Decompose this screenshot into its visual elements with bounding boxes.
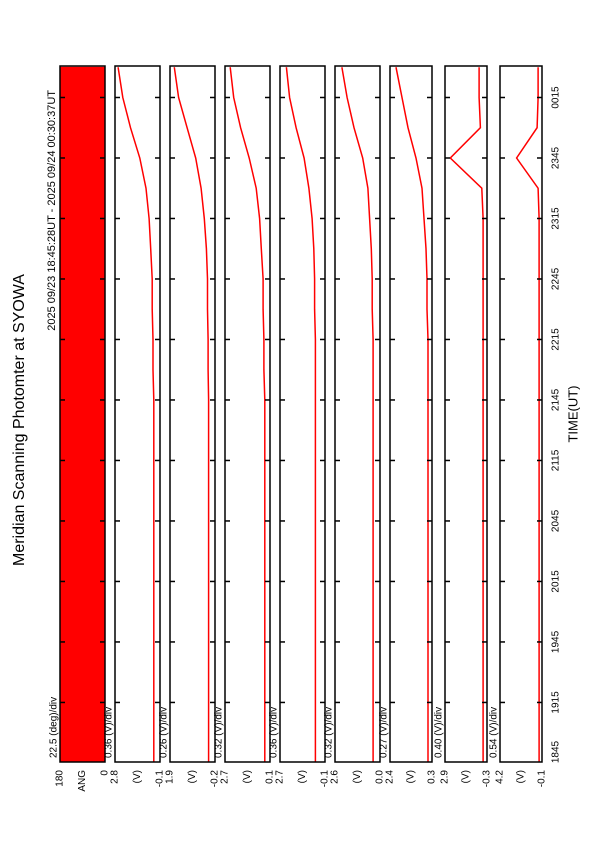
data-line (229, 67, 266, 762)
panel-frame (169, 65, 216, 763)
x-tick-label: 1845 (551, 740, 562, 763)
y-tick-label: -0.1 (537, 770, 548, 788)
data-line (395, 67, 429, 762)
y-tick-label: 1.9 (165, 770, 176, 784)
data-line (515, 67, 540, 762)
panel-frame (499, 65, 543, 763)
y-tick-label: 2.9 (440, 770, 451, 784)
y-tick-label: 2.7 (275, 770, 286, 784)
x-axis-label: TIME(UT) (565, 385, 580, 442)
data-line (341, 67, 374, 762)
x-tick-label: 2045 (551, 509, 562, 532)
scale-label: 0.32 (V)/div (324, 707, 335, 758)
scale-label: 0.36 (V)/div (104, 707, 115, 758)
panel-frame (389, 65, 433, 763)
panel-frame (114, 65, 161, 763)
x-tick-label: 1915 (551, 691, 562, 714)
x-tick-label: 2145 (551, 388, 562, 411)
data-line (449, 67, 484, 762)
y-axis-label: (V) (242, 770, 253, 783)
y-tick-label: 0.0 (375, 770, 386, 784)
x-tick-label: 2015 (551, 570, 562, 593)
x-tick-label: 2115 (551, 449, 562, 471)
scale-label: 0.40 (V)/div (434, 707, 445, 758)
y-tick-label: 2.4 (385, 770, 396, 784)
scale-label: 0.27 (V)/div (379, 707, 390, 758)
scale-label: 0.36 (V)/div (269, 707, 280, 758)
y-tick-label: 180 (55, 770, 66, 787)
y-axis-label: ANG (77, 770, 88, 792)
y-axis-label: (V) (187, 770, 198, 783)
y-axis-label: (V) (516, 770, 527, 783)
data-line (173, 67, 210, 762)
chart-title: Meridian Scanning Photomter at SYOWA (11, 274, 28, 566)
y-tick-label: 2.6 (330, 770, 341, 784)
y-tick-label: 0 (100, 770, 111, 776)
rotated-plot: Meridian Scanning Photomter at SYOWA 202… (11, 65, 580, 792)
scale-label: 0.54 (V)/div (489, 707, 500, 758)
x-tick-label: 1945 (551, 630, 562, 653)
x-tick-label: 2245 (551, 267, 562, 290)
panel-frame (279, 65, 326, 763)
y-tick-label: 0.1 (265, 770, 276, 784)
data-area (59, 66, 106, 763)
y-tick-label: 2.8 (110, 770, 121, 784)
y-axis-label: (V) (406, 770, 417, 783)
x-tick-label: 2315 (551, 207, 562, 230)
panel-frame (224, 65, 271, 763)
y-axis-label: (V) (461, 770, 472, 783)
scale-label: 22.5 (deg)/div (49, 697, 60, 758)
y-axis-label: (V) (297, 770, 308, 783)
y-tick-label: 4.2 (495, 770, 506, 784)
chart-subtitle: 2025 09/23 18:45:28UT - 2025 09/24 00:30… (46, 90, 58, 331)
panel-frame (334, 65, 381, 763)
panel-frame (444, 65, 488, 763)
y-tick-label: 0.3 (427, 770, 438, 784)
y-axis-label: (V) (132, 770, 143, 783)
data-line (117, 67, 155, 762)
y-tick-label: -0.3 (482, 770, 493, 788)
scale-label: 0.26 (V)/div (159, 707, 170, 758)
y-axis-label: (V) (352, 770, 363, 783)
x-tick-label: 2345 (551, 146, 562, 169)
scale-label: 0.32 (V)/div (214, 707, 225, 758)
data-line (285, 67, 317, 762)
x-tick-label: 2215 (551, 328, 562, 351)
y-tick-label: -0.1 (155, 770, 166, 788)
panel-frame (59, 65, 106, 763)
y-tick-label: 2.7 (220, 770, 231, 784)
y-tick-label: -0.1 (320, 770, 331, 788)
y-tick-label: -0.2 (210, 770, 221, 788)
x-tick-label: 0015 (551, 86, 562, 109)
